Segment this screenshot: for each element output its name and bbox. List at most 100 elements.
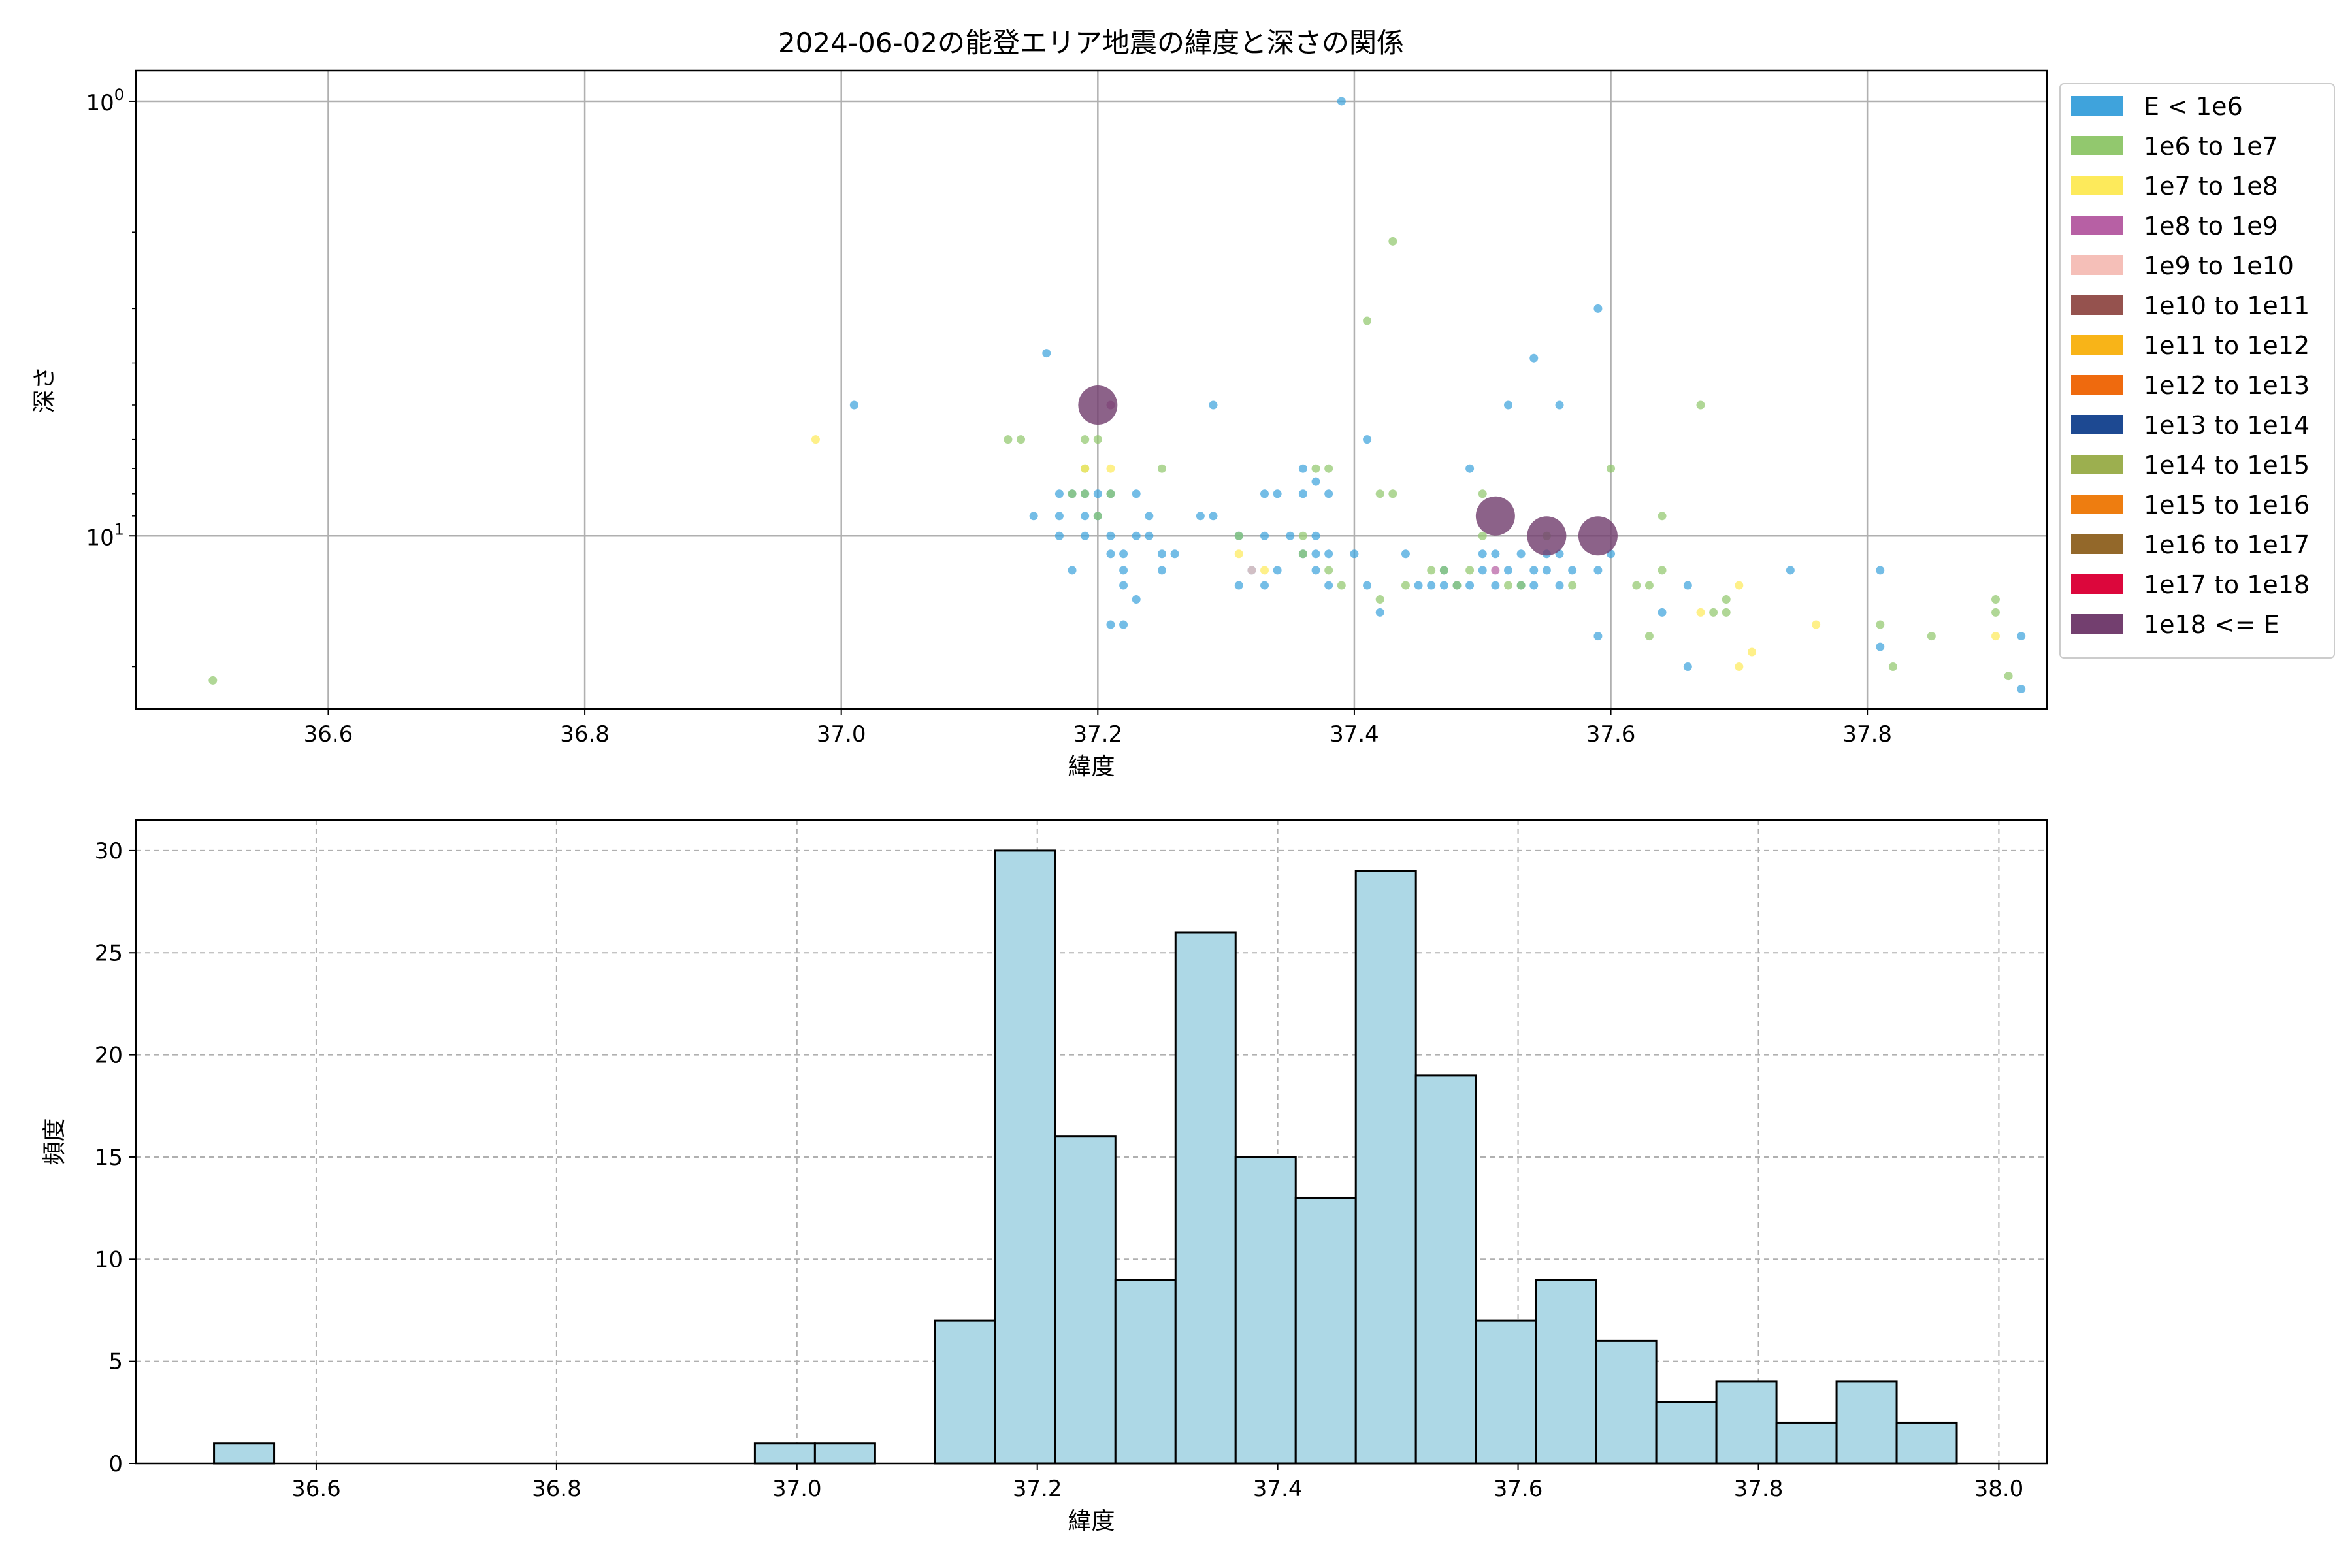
scatter-point <box>1478 489 1487 498</box>
legend-swatch <box>2071 295 2123 315</box>
histogram-x-tick-label: 37.6 <box>1494 1476 1543 1502</box>
scatter-point <box>1119 566 1128 575</box>
scatter-point <box>2017 685 2026 694</box>
scatter-point <box>1465 464 1475 473</box>
legend-swatch <box>2071 96 2123 116</box>
scatter-point <box>1555 400 1564 410</box>
scatter-point <box>1375 595 1384 604</box>
scatter-point <box>1081 435 1090 444</box>
scatter-point <box>1683 581 1692 590</box>
scatter-point <box>1157 464 1166 473</box>
legend-label: 1e6 to 1e7 <box>2144 132 2278 161</box>
histogram-bar <box>1174 931 1237 1465</box>
scatter-point <box>1260 581 1269 590</box>
scatter-point <box>1439 566 1448 575</box>
scatter-point <box>1363 316 1372 325</box>
scatter-point <box>1106 489 1115 498</box>
legend-label: 1e15 to 1e16 <box>2144 491 2310 519</box>
scatter-point <box>1644 581 1654 590</box>
scatter-point <box>811 435 820 444</box>
scatter-point <box>1927 632 1936 641</box>
legend-label: 1e14 to 1e15 <box>2144 451 2310 480</box>
scatter-point <box>1465 581 1475 590</box>
scatter-point <box>1504 400 1513 410</box>
histogram-x-tick-label: 37.0 <box>772 1476 822 1502</box>
scatter-point <box>1234 581 1243 590</box>
scatter-point <box>1273 489 1282 498</box>
scatter-point <box>1324 566 1333 575</box>
scatter-point <box>1401 581 1410 590</box>
scatter-point <box>1311 531 1320 540</box>
histogram-frame <box>135 819 2048 1465</box>
histogram-y-axis-label: 頻度 <box>41 1118 68 1165</box>
scatter-point <box>1004 435 1013 444</box>
scatter-point <box>849 400 858 410</box>
histogram-bar <box>1294 1196 1357 1465</box>
scatter-point <box>1260 531 1269 540</box>
scatter-point <box>1054 512 1064 521</box>
scatter-x-axis-label: 緯度 <box>1068 753 1115 780</box>
scatter-point <box>1298 489 1307 498</box>
scatter-point <box>1132 489 1141 498</box>
scatter-point <box>1439 581 1448 590</box>
histogram-y-tick-label: 15 <box>95 1145 123 1171</box>
scatter-point <box>1465 566 1475 575</box>
scatter-point <box>1054 531 1064 540</box>
scatter-point <box>1337 581 1346 590</box>
scatter-point <box>1658 566 1667 575</box>
scatter-point <box>1298 531 1307 540</box>
scatter-point <box>1029 512 1038 521</box>
scatter-frame <box>135 69 2048 710</box>
scatter-point <box>1491 566 1500 575</box>
scatter-y-tick-label: 101 <box>86 520 124 551</box>
scatter-point <box>1478 549 1487 559</box>
legend-label: E < 1e6 <box>2144 92 2243 121</box>
scatter-point <box>1311 464 1320 473</box>
scatter-point <box>1542 566 1551 575</box>
scatter-point <box>1311 549 1320 559</box>
histogram-bar <box>1354 870 1417 1465</box>
legend-swatch <box>2071 375 2123 395</box>
scatter-x-tick-label: 37.2 <box>1073 721 1122 747</box>
scatter-x-tick-label: 37.8 <box>1842 721 1892 747</box>
legend-items: E < 1e6 1e6 to 1e7 1e7 to 1e8 1e8 to 1e9 1e9… <box>2071 92 2310 639</box>
histogram-bar <box>1595 1339 1658 1465</box>
legend-label: 1e17 to 1e18 <box>2144 570 2310 599</box>
histogram-y-tick-label: 20 <box>95 1043 123 1069</box>
legend-swatch <box>2071 136 2123 155</box>
scatter-point <box>1388 489 1397 498</box>
scatter-point <box>1593 304 1603 313</box>
scatter-point <box>1106 464 1115 473</box>
scatter-point <box>1578 516 1618 556</box>
scatter-point <box>1042 349 1051 358</box>
scatter-point <box>1452 581 1462 590</box>
histogram-bar <box>1775 1421 1838 1465</box>
scatter-point <box>1593 632 1603 641</box>
legend-label: 1e18 <= E <box>2144 610 2279 639</box>
legend-label: 1e8 to 1e9 <box>2144 212 2278 240</box>
histogram-panel: 36.6 36.8 37.0 37.2 37.4 37.6 37.8 38.0 0 5 10 15 20… <box>41 819 2048 1535</box>
scatter-point <box>1093 435 1102 444</box>
histogram-x-axis-label: 緯度 <box>1068 1508 1115 1535</box>
scatter-point <box>1119 581 1128 590</box>
scatter-point <box>1363 435 1372 444</box>
scatter-panel: 36.6 36.8 37.0 37.2 37.4 37.6 37.8 100 101 緯度 深さ <box>31 69 2048 780</box>
histogram-x-tick-label: 38.0 <box>1974 1476 2024 1502</box>
scatter-point <box>1286 531 1295 540</box>
scatter-point <box>1991 595 2000 604</box>
scatter-point <box>1078 385 1118 425</box>
scatter-point <box>1491 581 1500 590</box>
scatter-point <box>1337 97 1346 106</box>
histogram-bar <box>934 1319 996 1465</box>
scatter-point <box>1234 549 1243 559</box>
histogram-bar <box>1715 1380 1778 1465</box>
scatter-point <box>1093 512 1102 521</box>
scatter-point <box>1607 464 1616 473</box>
scatter-point <box>1658 608 1667 617</box>
scatter-point <box>1209 512 1218 521</box>
scatter-point <box>1735 662 1744 672</box>
scatter-point <box>1527 516 1567 556</box>
histogram-bar <box>1414 1074 1477 1465</box>
scatter-point <box>1068 566 1077 575</box>
